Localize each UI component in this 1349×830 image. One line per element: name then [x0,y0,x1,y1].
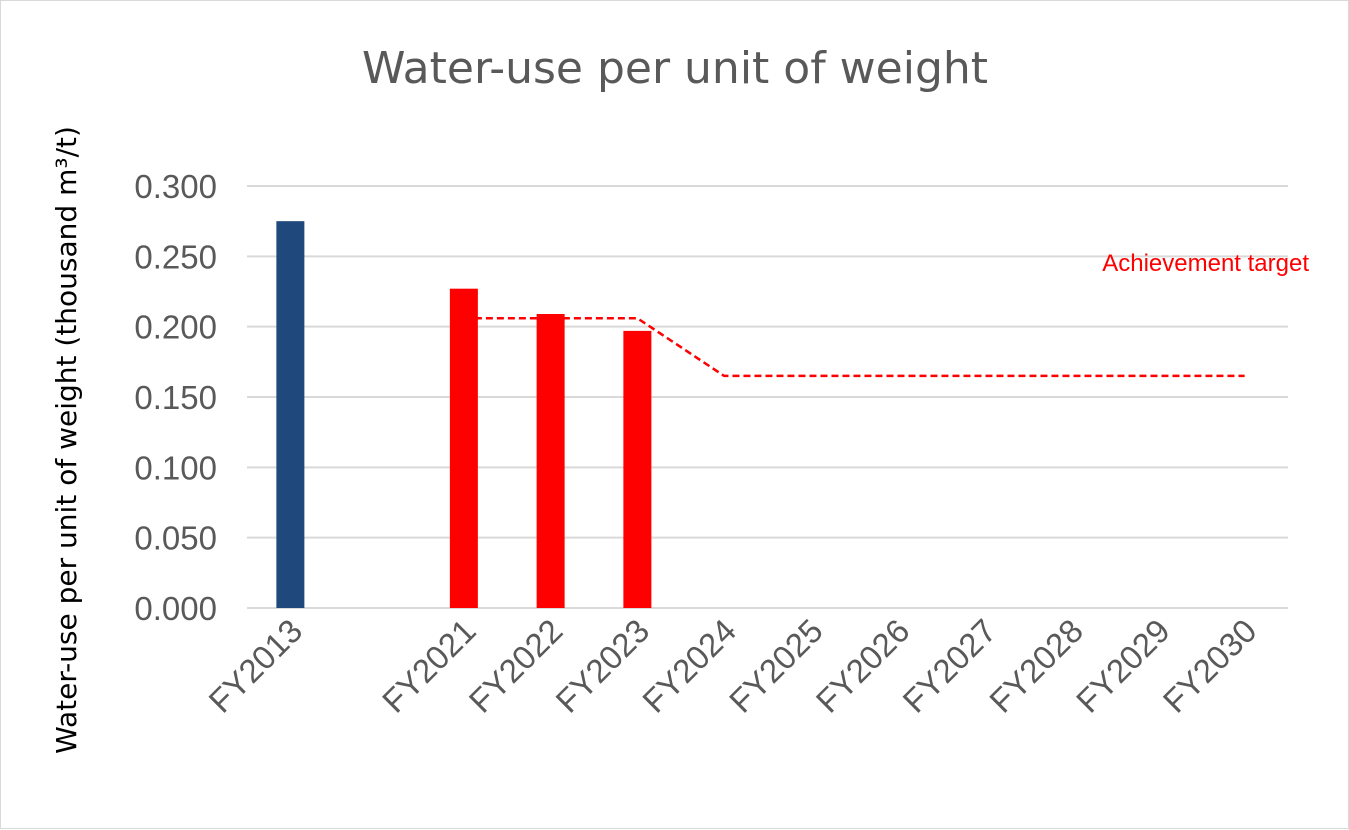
x-tick-label: FY2022 [462,612,570,720]
bar-fy2013 [276,221,305,608]
x-tick-label: FY2027 [895,612,1003,720]
x-tick-label: FY2028 [982,612,1090,720]
y-tick-label: 0.100 [134,449,217,486]
y-tick-labels: 0.000 0.050 0.100 0.150 0.200 0.250 0.300 [134,168,217,627]
x-tick-label: FY2030 [1156,612,1264,720]
bar-fy2021 [449,288,478,608]
x-tick-label: FY2023 [548,612,656,720]
y-tick-label: 0.250 [134,238,217,275]
bars [276,221,652,608]
x-tick-labels: FY2013 FY2021FY2022FY2023FY2024FY2025FY20… [201,612,1263,720]
target-line-group [463,316,1245,378]
y-tick-label: 0.200 [134,309,217,346]
achievement-target-line [463,316,1245,378]
x-tick-label: FY2013 [201,612,309,720]
x-tick-label: FY2025 [722,612,830,720]
y-tick-label: 0.300 [134,168,217,205]
x-tick-label: FY2024 [635,612,743,720]
gridlines [247,185,1288,609]
y-axis-label: Water-use per unit of weight (thousand m… [50,126,83,754]
x-tick-label: FY2021 [375,612,483,720]
bar-fy2023 [623,330,652,608]
y-tick-label: 0.000 [134,590,217,627]
x-tick-label: FY2026 [809,612,917,720]
y-tick-label: 0.150 [134,379,217,416]
achievement-target-label: Achievement target [1102,250,1309,277]
x-tick-label: FY2029 [1069,612,1177,720]
chart-title: Water-use per unit of weight [362,43,988,94]
y-tick-label: 0.050 [134,520,217,557]
bar-fy2022 [536,314,565,608]
